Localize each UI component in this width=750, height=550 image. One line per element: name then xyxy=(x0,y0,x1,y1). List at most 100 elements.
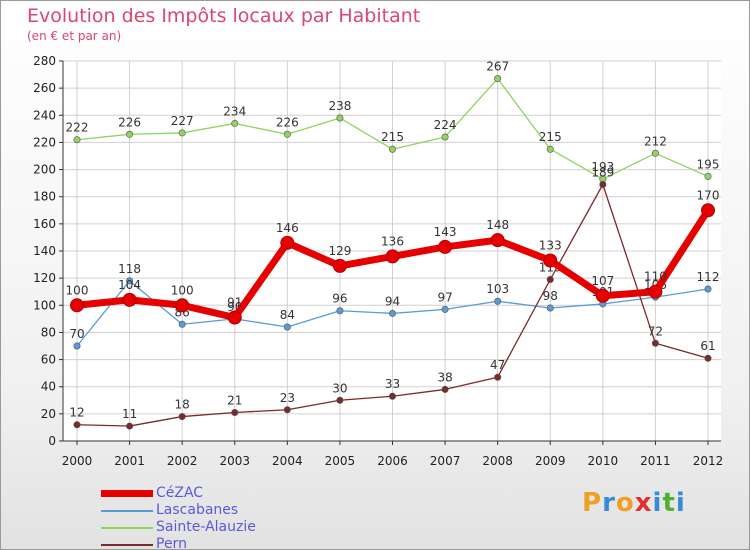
data-label: 18 xyxy=(175,398,190,412)
legend-item: Sainte-Alauzie xyxy=(101,519,256,536)
data-point xyxy=(126,277,134,285)
x-tick-label: 2006 xyxy=(377,454,408,468)
data-point xyxy=(126,130,134,138)
y-tick-label: 200 xyxy=(33,163,56,177)
data-point xyxy=(546,275,554,283)
data-point xyxy=(441,133,449,141)
y-tick-label: 160 xyxy=(33,217,56,231)
x-tick-label: 2011 xyxy=(640,454,671,468)
data-label: 91 xyxy=(227,296,242,310)
data-label: 215 xyxy=(539,130,562,144)
data-label: 227 xyxy=(171,114,194,128)
data-label: 104 xyxy=(118,278,141,292)
data-label: 61 xyxy=(700,339,715,353)
data-point xyxy=(385,249,400,264)
y-tick-label: 260 xyxy=(33,81,56,95)
x-tick-label: 2003 xyxy=(219,454,250,468)
data-label: 21 xyxy=(227,394,242,408)
data-point xyxy=(494,373,502,381)
data-label: 143 xyxy=(434,225,457,239)
logo-letter: x xyxy=(634,488,653,518)
logo-letter: i xyxy=(675,488,686,518)
data-label: 224 xyxy=(434,118,457,132)
chart-title: Evolution des Impôts locaux par Habitant xyxy=(27,5,421,27)
data-label: 97 xyxy=(437,290,452,304)
data-point xyxy=(336,396,344,404)
legend-item: Pern xyxy=(101,536,256,550)
data-label: 133 xyxy=(539,239,562,253)
data-point xyxy=(543,253,558,268)
y-tick-label: 120 xyxy=(33,271,56,285)
data-point xyxy=(122,292,137,307)
data-point xyxy=(388,392,396,400)
data-label: 148 xyxy=(486,218,509,232)
data-point xyxy=(73,421,81,429)
legend: CéZAC Lascabanes Sainte-Alauzie Pern xyxy=(101,485,256,550)
data-label: 212 xyxy=(644,134,667,148)
data-point xyxy=(494,297,502,305)
data-label: 96 xyxy=(332,292,347,306)
y-tick-label: 80 xyxy=(41,325,56,339)
y-tick-label: 220 xyxy=(33,135,56,149)
data-point xyxy=(651,339,659,347)
y-tick-label: 0 xyxy=(48,434,56,448)
data-point xyxy=(178,320,186,328)
data-label: 226 xyxy=(276,115,299,129)
data-label: 100 xyxy=(66,283,89,297)
x-tick-label: 2000 xyxy=(62,454,93,468)
logo-letter: t xyxy=(662,488,676,518)
legend-label: CéZAC xyxy=(156,485,204,501)
data-point xyxy=(494,75,502,83)
data-point xyxy=(704,285,712,293)
y-tick-label: 140 xyxy=(33,244,56,258)
logo-letter: r xyxy=(602,488,616,518)
data-point xyxy=(441,385,449,393)
data-label: 94 xyxy=(385,294,400,308)
legend-item: Lascabanes xyxy=(101,502,256,519)
y-tick-label: 240 xyxy=(33,108,56,122)
data-label: 238 xyxy=(328,99,351,113)
legend-label: Pern xyxy=(156,536,187,550)
data-label: 72 xyxy=(648,324,663,338)
data-point xyxy=(438,239,453,254)
data-point xyxy=(231,119,239,127)
data-label: 30 xyxy=(332,381,347,395)
data-point xyxy=(701,203,715,218)
y-tick-label: 100 xyxy=(33,298,56,312)
data-label: 267 xyxy=(486,60,509,74)
x-tick-label: 2002 xyxy=(167,454,198,468)
y-tick-label: 60 xyxy=(41,353,56,367)
legend-label: Sainte-Alauzie xyxy=(156,519,256,535)
data-label: 107 xyxy=(591,274,614,288)
data-label: 47 xyxy=(490,358,505,372)
data-label: 226 xyxy=(118,115,141,129)
data-point xyxy=(704,354,712,362)
data-label: 98 xyxy=(543,289,558,303)
data-point xyxy=(595,288,610,303)
data-point xyxy=(73,136,81,144)
legend-swatch xyxy=(101,509,153,512)
x-tick-label: 2010 xyxy=(588,454,619,468)
data-point xyxy=(70,298,84,313)
data-point xyxy=(73,342,81,350)
data-label: 222 xyxy=(66,121,89,135)
chart-subtitle: (en € et par an) xyxy=(27,29,122,43)
data-point xyxy=(126,422,134,430)
data-point xyxy=(280,235,295,250)
data-label: 112 xyxy=(697,270,720,284)
data-point xyxy=(332,258,347,273)
y-tick-label: 280 xyxy=(33,54,56,68)
data-point xyxy=(546,304,554,312)
data-point xyxy=(388,309,396,317)
data-label: 110 xyxy=(644,270,667,284)
data-point xyxy=(648,284,663,299)
data-point xyxy=(178,129,186,137)
data-point xyxy=(283,323,291,331)
data-point xyxy=(178,413,186,421)
data-label: 12 xyxy=(69,406,84,420)
data-label: 70 xyxy=(69,327,84,341)
legend-label: Lascabanes xyxy=(156,502,239,518)
data-label: 170 xyxy=(697,188,720,202)
x-tick-label: 2008 xyxy=(482,454,513,468)
data-point xyxy=(175,298,190,313)
